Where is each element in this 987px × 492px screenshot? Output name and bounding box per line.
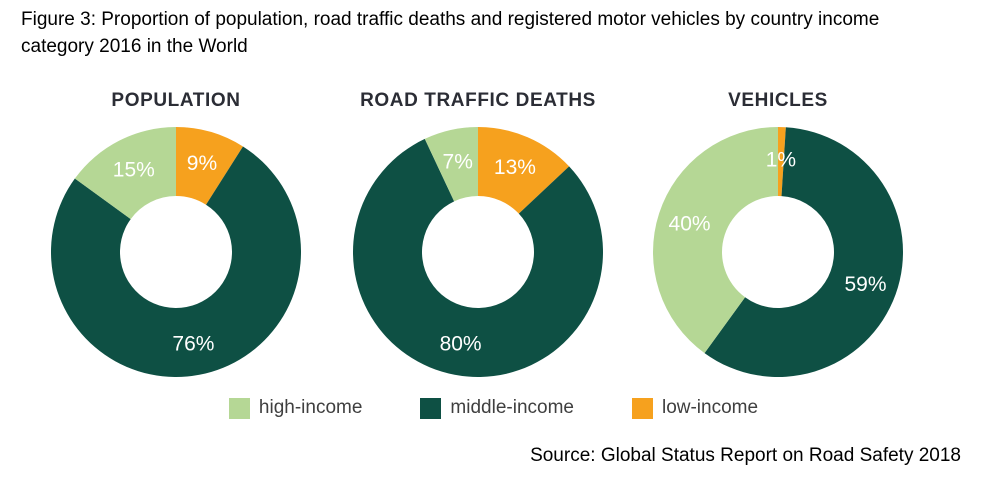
donut-chart-vehicles: 1% 59% 40% [653,127,903,377]
donut-label-high-income: 15% [113,158,155,181]
donut-label-low-income: 1% [766,148,796,171]
donut-slice-middle-income [704,127,903,377]
donut-slice-middle-income [353,138,603,377]
chart-legend: high-income middle-income low-income [0,397,987,419]
chart-title-population: POPULATION [111,90,241,111]
donut-slice-low-income [778,127,786,197]
legend-swatch-high-income [228,397,250,419]
legend-swatch-low-income [631,397,653,419]
legend-item-middle-income: middle-income [420,397,574,419]
legend-label-middle-income: middle-income [450,397,574,418]
donut-slice-middle-income [51,146,301,377]
legend-item-high-income: high-income [228,397,363,419]
figure-title-line2: category 2016 in the World [21,36,248,57]
donut-label-low-income: 13% [494,156,536,179]
donut-slice-low-income [176,127,243,205]
chart-title-road-traffic-deaths: ROAD TRAFFIC DEATHS [360,90,596,111]
chart-block-road-traffic-deaths: ROAD TRAFFIC DEATHS 13% 80% 7% [353,88,603,377]
donut-slice-high-income [653,127,778,354]
donut-slice-high-income [424,127,478,202]
source-text: Source: Global Status Report on Road Saf… [530,445,961,466]
donut-chart-population: 9% 76% 15% [51,127,301,377]
legend-item-low-income: low-income [631,397,759,419]
figure-title-line1: Figure 3: Proportion of population, road… [21,9,880,30]
figure-title: Figure 3: Proportion of population, road… [21,6,976,60]
legend-label-high-income: high-income [258,397,363,418]
donut-label-high-income: 40% [669,213,711,236]
legend-label-low-income: low-income [661,397,759,418]
donut-slice-high-income [74,127,176,220]
donut-label-middle-income: 59% [844,273,886,296]
donut-label-high-income: 7% [443,151,473,174]
donut-label-middle-income: 80% [440,333,482,356]
chart-title-vehicles: VEHICLES [728,90,828,111]
donut-chart-road-traffic-deaths: 13% 80% 7% [353,127,603,377]
chart-block-population: POPULATION 9% 76% 15% [51,88,301,377]
donut-label-low-income: 9% [187,152,217,175]
legend-swatch-middle-income [420,397,442,419]
chart-block-vehicles: VEHICLES 1% 59% 40% [653,88,903,377]
donut-label-middle-income: 76% [172,333,214,356]
donut-slice-low-income [478,127,570,214]
